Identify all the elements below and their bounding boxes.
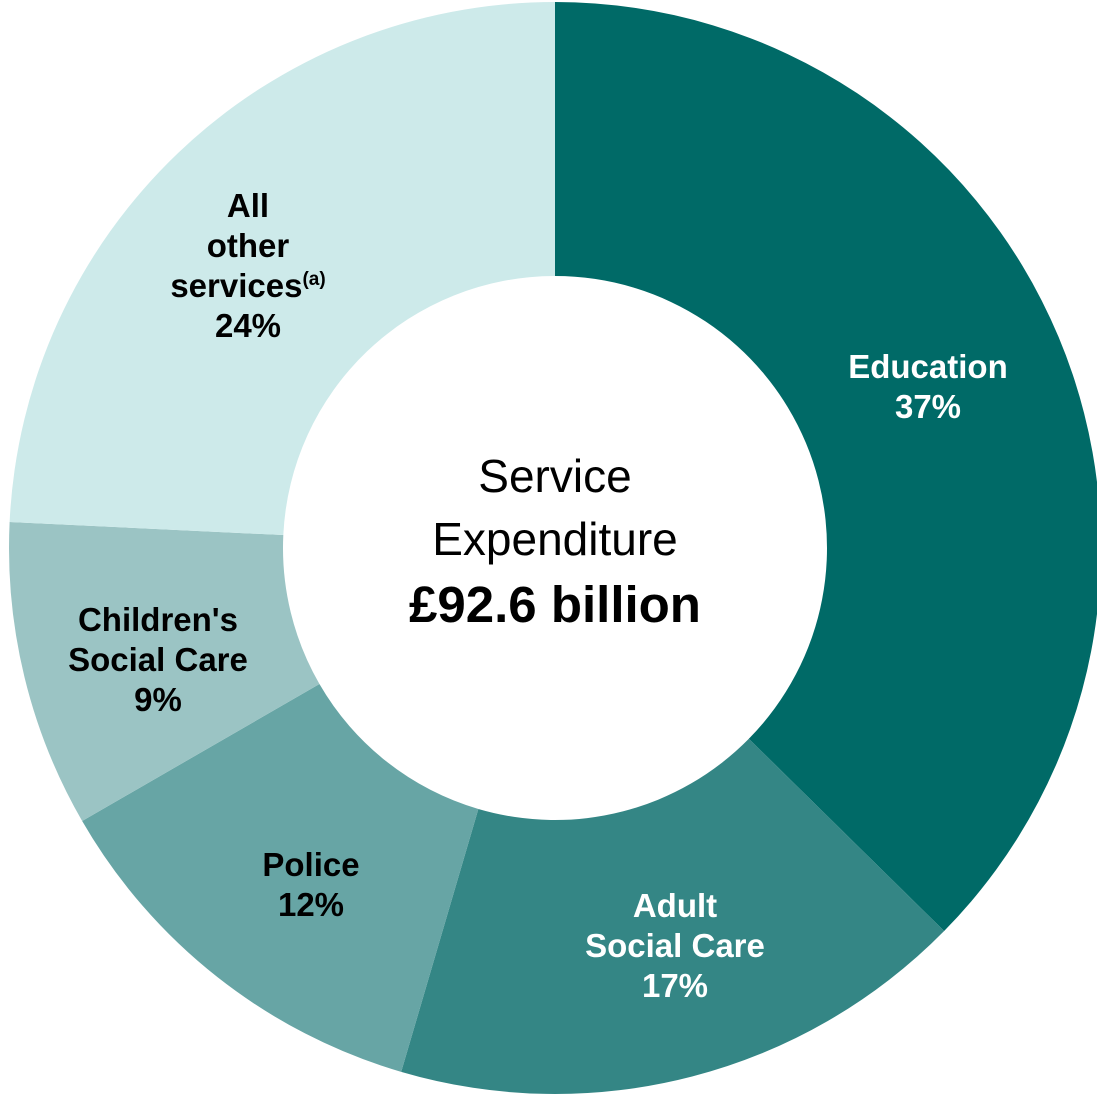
center-label: Service Expenditure £92.6 billion: [409, 450, 701, 633]
center-total: £92.6 billion: [409, 576, 701, 633]
donut-slice-3: [8, 522, 320, 821]
slice-value-label-4: 24%: [215, 307, 281, 344]
center-line-1: Service: [478, 450, 631, 502]
slice-label-0-line-0: Education: [848, 348, 1008, 385]
slice-label-4-line-1: other: [207, 227, 290, 264]
donut-slice-2: [82, 684, 479, 1072]
slice-value-label-2: 12%: [278, 886, 344, 923]
slice-label-1-line-0: Adult: [633, 887, 717, 924]
slice-value-label-1: 17%: [642, 967, 708, 1004]
slice-value-label-3: 9%: [134, 681, 182, 718]
slice-label-1-line-1: Social Care: [585, 927, 765, 964]
center-line-2: Expenditure: [432, 513, 678, 565]
donut-slice-4: [9, 2, 556, 536]
slice-value-label-0: 37%: [895, 388, 961, 425]
slice-label-4-line-2: services(a): [170, 267, 325, 304]
slice-label-3-line-0: Children's: [78, 601, 238, 638]
donut-slice-1: [401, 738, 945, 1094]
slice-label-4-line-0: All: [227, 187, 269, 224]
slice-label-2-line-0: Police: [262, 846, 359, 883]
slice-label-3-line-1: Social Care: [68, 641, 248, 678]
slice-label-4-superscript: (a): [302, 269, 325, 290]
slices-group: [8, 2, 1097, 1094]
donut-slice-0: [555, 2, 1097, 932]
